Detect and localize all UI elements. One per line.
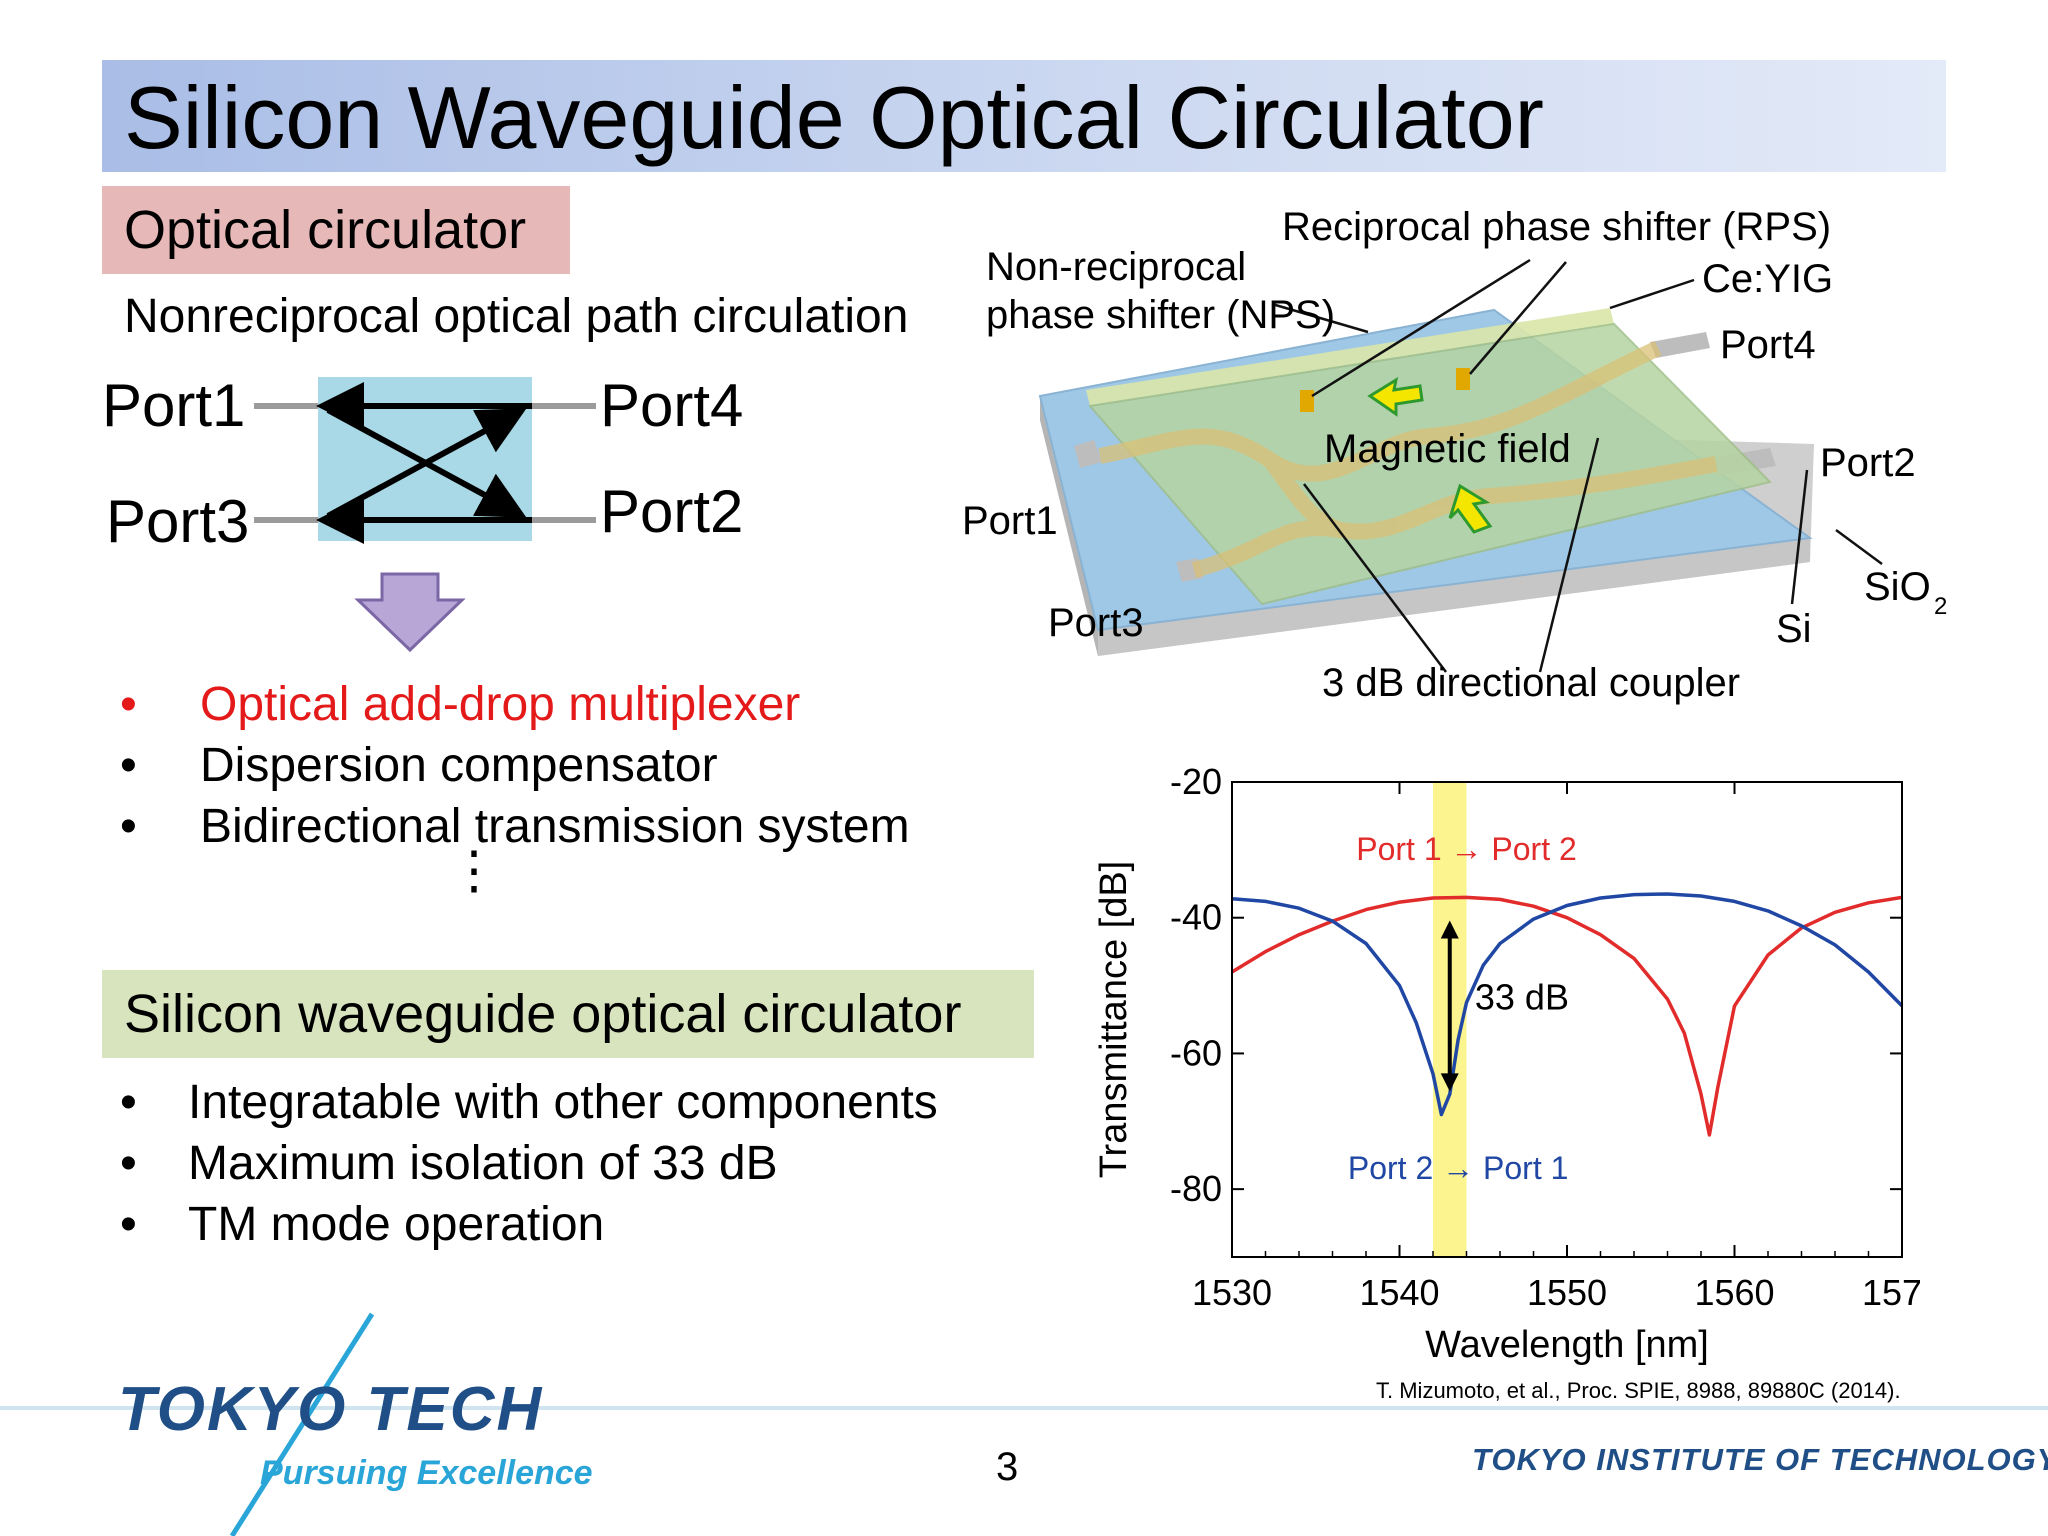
port1-label: Port1 (102, 372, 245, 439)
circulator-box (318, 377, 532, 541)
bullet: • (120, 1137, 137, 1190)
waveguide-paths (1098, 340, 1718, 578)
chart-x-axis-label: Wavelength [nm] (1425, 1324, 1709, 1366)
section-heading-text: Silicon waveguide optical circulator (124, 984, 962, 1044)
title-bar (102, 60, 1946, 172)
magnetic-field-label: Magnetic field (1324, 427, 1571, 471)
port2-label: Port2 (600, 478, 743, 545)
feature-text: TM mode operation (188, 1198, 605, 1251)
port4-device-label: Port4 (1720, 323, 1816, 367)
footer-band: TOKYO TECH Pursuing Excellence (0, 1312, 2048, 1536)
nps-label-line1: Non-reciprocal (986, 245, 1246, 289)
chart-series-group (1231, 892, 1904, 1137)
circulation-schematic: Port1 Port3 Port4 Port2 (102, 372, 743, 653)
section-heading-circulator: Optical circulator (102, 186, 570, 274)
isolation-arrow-head-down (1440, 1073, 1459, 1092)
port2-device-label: Port2 (1820, 441, 1916, 485)
x-tick-label: 1530 (1192, 1272, 1272, 1313)
feature-text: Integratable with other components (188, 1076, 938, 1129)
section-heading-text: Optical circulator (124, 200, 527, 260)
list-item: • TM mode operation (120, 1194, 938, 1255)
bullet: • (120, 1198, 137, 1251)
rps-electrode (1456, 368, 1470, 390)
ellipsis: ⋮ (448, 842, 500, 900)
magnetic-field-arrow-down-icon (1448, 483, 1493, 534)
bullet: • (120, 1076, 137, 1129)
ceyig-label: Ce:YIG (1702, 257, 1833, 301)
logo-stroke (229, 1312, 375, 1536)
x-tick-label: 1540 (1359, 1272, 1439, 1313)
down-arrow-icon (354, 572, 466, 653)
list-item: • Maximum isolation of 33 dB (120, 1133, 938, 1194)
nps-electrode (1300, 390, 1314, 412)
sio2-label: SiO (1864, 565, 1931, 609)
bullet: • (120, 739, 137, 792)
port4-label: Port4 (600, 372, 743, 439)
y-tick-label: -40 (1170, 897, 1222, 938)
list-item: • Optical add-drop multiplexer (120, 674, 910, 735)
tokyo-tech-logo-text: TOKYO TECH (118, 1375, 543, 1444)
bullet: • (120, 800, 137, 853)
port3-device-label: Port3 (1048, 601, 1144, 645)
isolation-value-label: 33 dB (1475, 976, 1569, 1017)
y-tick-label: -60 (1170, 1032, 1222, 1073)
magnetic-field-arrow-up-icon (1367, 376, 1424, 417)
features-list: • Integratable with other components • M… (120, 1072, 938, 1255)
application-text: Optical add-drop multiplexer (200, 678, 801, 731)
list-item: • Dispersion compensator (120, 735, 910, 796)
series-line-1 (1231, 892, 1904, 1117)
application-text: Dispersion compensator (200, 739, 718, 792)
chart-y-axis-label: Transmittance [dB] (1093, 861, 1135, 1179)
y-tick-label: -20 (1170, 761, 1222, 802)
application-text: Bidirectional transmission system (200, 800, 910, 853)
rps-label: Reciprocal phase shifter (RPS) (1282, 205, 1831, 249)
sio2-subscript: 2 (1934, 593, 1947, 620)
arrow-port3-to-port4 (326, 408, 527, 519)
port3-label: Port3 (106, 488, 249, 555)
port1-device-label: Port1 (962, 499, 1058, 543)
list-item: • Integratable with other components (120, 1072, 938, 1133)
chart-ticks: 1530 1540 1550 1560 1570 -20 -40 -60 -80 (1170, 761, 1920, 1313)
isolation-arrow-head-up (1440, 920, 1459, 939)
page-number: 3 (996, 1445, 1019, 1489)
list-item: • Bidirectional transmission system (120, 796, 910, 857)
series-label-blue: Port 2 → Port 1 (1348, 1150, 1569, 1186)
circulator-subtitle: Nonreciprocal optical path circulation (124, 290, 909, 343)
section-heading-silicon: Silicon waveguide optical circulator (102, 970, 1034, 1058)
feature-text: Maximum isolation of 33 dB (188, 1137, 778, 1190)
x-tick-label: 1560 (1694, 1272, 1774, 1313)
transmittance-chart: 1530 1540 1550 1560 1570 -20 -40 -60 -80 Wavelen… (1093, 761, 1920, 1366)
bullet: • (120, 678, 137, 731)
device-diagram: Reciprocal phase shifter (RPS) Non-recip… (962, 205, 1947, 705)
nps-label-line2: phase shifter (NPS) (986, 293, 1335, 337)
y-tick-label: -80 (1170, 1168, 1222, 1209)
x-tick-label: 1570 (1862, 1272, 1920, 1313)
x-tick-label: 1550 (1527, 1272, 1607, 1313)
reference-citation: T. Mizumoto, et al., Proc. SPIE, 8988, 8… (1376, 1378, 1901, 1403)
series-label-red: Port 1 → Port 2 (1356, 831, 1577, 867)
coupler-label: 3 dB directional coupler (1322, 661, 1740, 705)
arrow-port1-to-port2 (326, 407, 527, 518)
tokyo-tech-tagline: Pursuing Excellence (260, 1454, 593, 1492)
applications-list: • Optical add-drop multiplexer • Dispers… (120, 674, 910, 857)
isolation-arrow (1440, 920, 1459, 1092)
institute-name: TOKYO INSTITUTE OF TECHNOLOGY (1472, 1442, 2048, 1477)
si-label: Si (1776, 607, 1812, 651)
ceyig-layer (1086, 308, 1772, 606)
slide-title: Silicon Waveguide Optical Circulator (124, 68, 1544, 167)
leader-lines (1271, 258, 1883, 673)
series-line-0 (1231, 895, 1903, 1137)
